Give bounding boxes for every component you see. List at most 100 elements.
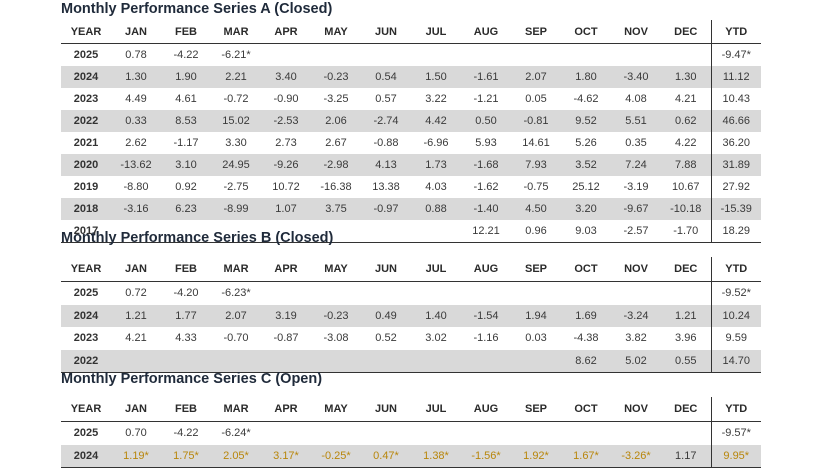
column-header: JUL xyxy=(411,397,461,422)
value-cell: 1.80 xyxy=(561,66,611,88)
table-row: 2024 1.30 1.90 2.21 3.40 -0.23 0.54 1.50 -1.61 2.… xyxy=(61,66,761,88)
value-cell xyxy=(511,282,561,305)
value-cell: 4.49 xyxy=(125,93,147,105)
value-cell: 8.53 xyxy=(161,110,211,132)
column-header: OCT xyxy=(561,20,611,44)
year-cell: 2023 xyxy=(73,93,99,105)
value-cell xyxy=(611,422,661,445)
value-cell: -8.99 xyxy=(211,198,261,220)
value-cell: -1.17 xyxy=(173,137,199,149)
value-cell: 0.88 xyxy=(411,198,461,220)
column-header: AUG xyxy=(461,397,511,422)
value-cell: 2.05* xyxy=(211,444,261,468)
table-row: 2017 12.21 0.96 9.03 -2.57 -1.70 18.29 xyxy=(61,220,761,243)
value-cell: -4.22 xyxy=(173,427,199,440)
value-cell: 2.21 xyxy=(211,66,261,88)
value-cell: 3.75 xyxy=(311,198,361,220)
value-cell: -0.90 xyxy=(273,93,299,105)
value-cell: 9.03 xyxy=(561,220,611,243)
column-header: MAR xyxy=(211,397,261,422)
value-cell: -6.21* xyxy=(221,49,251,61)
value-cell: -0.23 xyxy=(311,66,361,88)
value-cell: -0.72 xyxy=(223,93,249,105)
value-cell: 14.61 xyxy=(522,137,550,149)
value-cell: 0.47* xyxy=(361,444,411,468)
value-cell: -2.57 xyxy=(611,220,661,243)
value-cell: 1.38* xyxy=(411,444,461,468)
value-cell: 3.40 xyxy=(261,66,311,88)
value-cell xyxy=(511,349,561,373)
value-cell: 7.88 xyxy=(661,154,711,176)
value-cell: 3.19 xyxy=(261,304,311,327)
year-cell: 2019 xyxy=(73,181,99,193)
value-cell: -13.62 xyxy=(111,154,161,176)
value-cell: -1.61 xyxy=(461,66,511,88)
value-cell xyxy=(411,349,461,373)
value-cell xyxy=(461,349,511,373)
value-cell xyxy=(461,44,511,67)
table-row: 2025 0.70 -4.22 -6.24* -9.57* xyxy=(61,421,761,445)
value-cell: 1.30 xyxy=(111,66,161,88)
ytd-cell: 9.95* xyxy=(710,444,761,468)
value-cell: 3.30 xyxy=(225,137,247,149)
value-cell: 2.06 xyxy=(311,110,361,132)
value-cell: 10.72 xyxy=(272,181,300,193)
value-cell: 1.40 xyxy=(411,304,461,327)
value-cell: 4.50 xyxy=(511,198,561,220)
value-cell: 8.62 xyxy=(561,349,611,373)
value-cell: 1.50 xyxy=(411,66,461,88)
value-cell: -8.80 xyxy=(123,181,149,193)
year-cell: 2025 xyxy=(73,427,99,440)
value-cell xyxy=(261,220,311,243)
value-cell: 0.54 xyxy=(361,66,411,88)
value-cell: 1.69 xyxy=(561,304,611,327)
value-cell: 4.21 xyxy=(675,93,697,105)
value-cell: 13.38 xyxy=(372,181,400,193)
table-row: 2022 0.33 8.53 15.02 -2.53 2.06 -2.74 4.42 0.50-… xyxy=(61,110,761,132)
table-row: 2025 0.72 -4.20 -6.23* -9.52* xyxy=(61,281,761,305)
column-header: OCT xyxy=(561,257,611,282)
ytd-cell: 46.66 xyxy=(710,110,761,132)
column-header: DEC xyxy=(661,397,711,422)
column-header: JUN xyxy=(361,257,411,282)
value-cell: -1.62 xyxy=(473,181,499,193)
value-cell: 4.33 xyxy=(175,332,197,345)
table-row: 2021 2.62 -1.17 3.30 2.73 2.67 -0.88 -6.96 5.93 1… xyxy=(61,132,761,154)
value-cell: 1.17 xyxy=(661,444,711,468)
value-cell: 0.52 xyxy=(375,332,397,345)
value-cell: 7.24 xyxy=(611,154,661,176)
value-cell xyxy=(611,44,661,67)
value-cell: 5.93 xyxy=(475,137,497,149)
value-cell: 1.67* xyxy=(561,444,611,468)
column-header: AUG xyxy=(461,257,511,282)
value-cell: 3.10 xyxy=(161,154,211,176)
column-header: YEAR xyxy=(61,20,111,44)
value-cell: 1.73 xyxy=(411,154,461,176)
value-cell xyxy=(311,44,361,67)
value-cell: 3.52 xyxy=(561,154,611,176)
value-cell: -2.98 xyxy=(311,154,361,176)
value-cell: -0.25* xyxy=(311,444,361,468)
value-cell: 2.07 xyxy=(511,66,561,88)
value-cell: -0.81 xyxy=(511,110,561,132)
value-cell: -10.18 xyxy=(661,198,711,220)
value-cell: 2.67 xyxy=(325,137,347,149)
column-header: JAN xyxy=(111,20,161,44)
column-header: SEP xyxy=(511,397,561,422)
value-cell: -1.21 xyxy=(473,93,499,105)
value-cell xyxy=(411,44,461,67)
year-cell: 2025 xyxy=(73,49,99,61)
value-cell: -16.38 xyxy=(320,181,352,193)
value-cell xyxy=(361,422,411,445)
value-cell xyxy=(661,422,711,445)
value-cell: -0.88 xyxy=(373,137,399,149)
value-cell xyxy=(611,282,661,305)
value-cell: 0.78 xyxy=(125,49,147,61)
value-cell xyxy=(261,422,311,445)
value-cell: 2.73 xyxy=(275,137,297,149)
column-header: APR xyxy=(261,20,311,44)
value-cell xyxy=(361,220,411,243)
value-cell: 5.26 xyxy=(575,137,597,149)
value-cell: 3.17* xyxy=(261,444,311,468)
value-cell: 10.67 xyxy=(671,181,700,193)
